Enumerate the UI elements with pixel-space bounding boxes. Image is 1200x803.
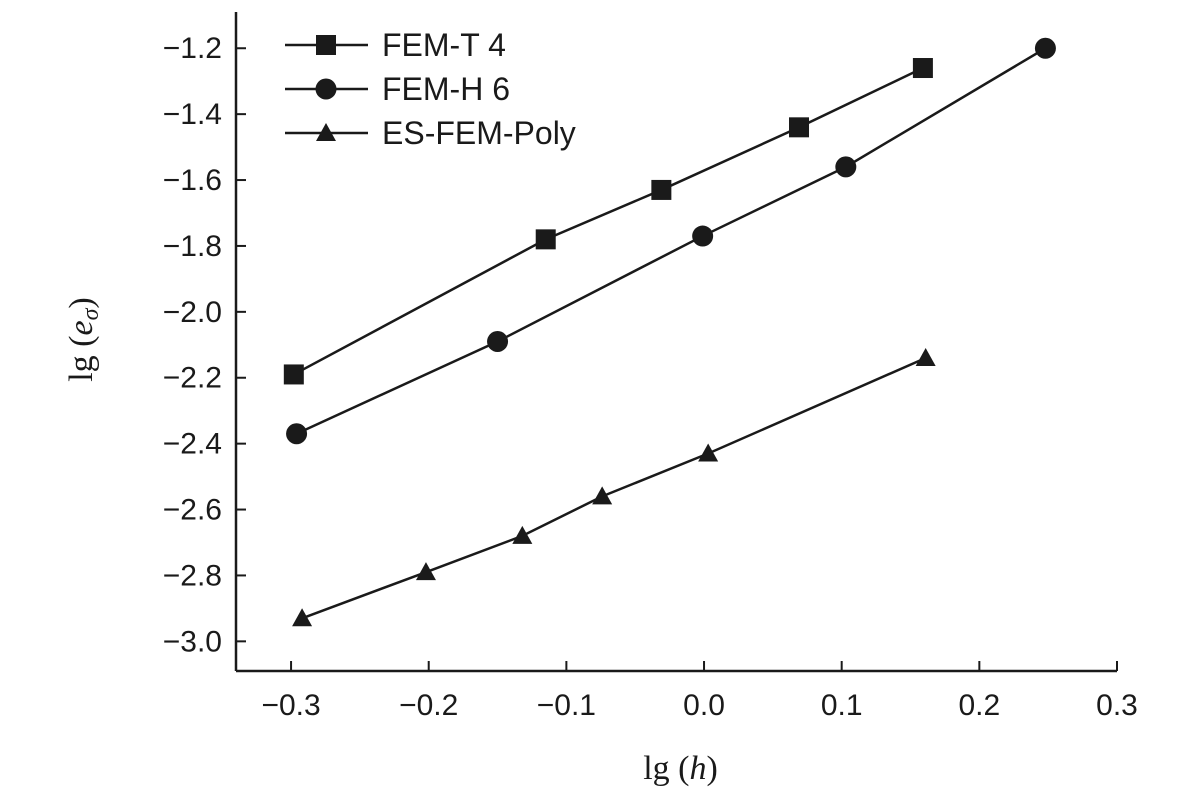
x-tick-label: −0.3	[261, 689, 320, 722]
x-tick-label: 0.3	[1096, 689, 1138, 722]
legend-label: FEM-H 6	[382, 71, 510, 107]
y-tick-label: −1.6	[163, 164, 222, 197]
series-3	[292, 347, 936, 627]
triangle-marker	[292, 608, 313, 627]
y-tick-label: −2.0	[163, 296, 222, 329]
legend-square-marker	[316, 35, 336, 55]
y-tick-label: −2.2	[163, 362, 222, 395]
y-tick-label: −1.2	[163, 32, 222, 65]
square-marker	[789, 117, 810, 138]
circle-marker	[1034, 37, 1056, 59]
square-marker	[651, 179, 672, 200]
y-axis-label: lg (eσ)	[63, 297, 104, 382]
legend-label: FEM-T 4	[382, 27, 506, 63]
x-tick-label: 0.1	[821, 689, 863, 722]
x-tick-label: 0.2	[958, 689, 1000, 722]
triangle-marker	[592, 486, 613, 505]
legend-item: FEM-H 6	[285, 71, 510, 107]
circle-marker	[835, 156, 857, 178]
square-marker	[535, 229, 556, 250]
x-tick-label: −0.1	[537, 689, 596, 722]
triangle-marker	[698, 443, 719, 462]
x-tick-label: 0.0	[683, 689, 725, 722]
axes: −3.0 −2.8 −2.6 −2.4 −2.2 −2.0 −1.8 −1.6 −1.4 −1.2…	[163, 12, 1138, 722]
legend-label: ES-FEM-Poly	[382, 115, 576, 151]
legend-triangle-marker	[316, 123, 336, 141]
circle-marker	[692, 225, 714, 247]
legend: FEM-T 4 FEM-H 6 ES-FEM-Poly	[285, 27, 576, 151]
legend-circle-marker	[315, 78, 337, 100]
y-tick-label: −1.4	[163, 98, 222, 131]
series-1	[283, 58, 933, 385]
series-line	[293, 66, 924, 376]
legend-item: ES-FEM-Poly	[285, 115, 576, 151]
series-2	[286, 37, 1056, 445]
circle-marker	[487, 331, 509, 352]
circle-marker	[286, 423, 308, 445]
legend-item: FEM-T 4	[285, 27, 506, 63]
square-marker	[912, 58, 933, 79]
y-tick-label: −2.8	[163, 559, 222, 592]
triangle-marker	[415, 562, 436, 581]
series-line	[301, 356, 927, 620]
y-tick-label: −2.6	[163, 494, 222, 527]
y-tick-label: −2.4	[163, 428, 222, 461]
triangle-marker	[512, 525, 533, 544]
triangle-marker	[915, 347, 936, 366]
x-axis-label: lg (h)	[643, 750, 718, 787]
series-layer	[283, 37, 1056, 627]
y-tick-label: −1.8	[163, 230, 222, 263]
square-marker	[283, 364, 304, 385]
x-tick-label: −0.2	[399, 689, 458, 722]
y-tick-label: −3.0	[163, 625, 222, 658]
